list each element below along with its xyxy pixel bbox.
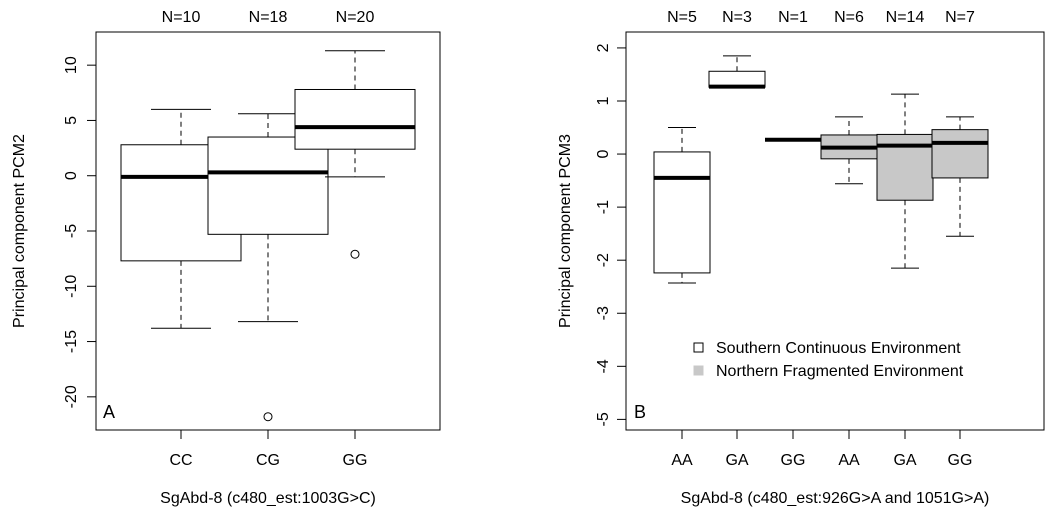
count-label: N=7 (945, 9, 975, 26)
box (931, 129, 989, 179)
count-label: N=5 (667, 9, 697, 26)
panel-b: Principal component PCM3 SgAbd-8 (c480_e… (557, 9, 1045, 507)
y-tick-label: -1 (595, 200, 612, 214)
y-axis-label: Principal component PCM3 (557, 134, 574, 328)
x-tick-label: CC (169, 452, 192, 469)
x-tick-label: AA (671, 452, 693, 469)
legend-swatch-northern (693, 365, 704, 376)
box (207, 136, 329, 235)
y-tick-label: -5 (595, 412, 612, 426)
count-label: N=18 (249, 9, 288, 26)
panel-a: Principal component PCM2 SgAbd-8 (c480_e… (11, 9, 441, 507)
y-tick-label: -3 (595, 306, 612, 320)
count-label: N=10 (162, 9, 201, 26)
legend: Southern Continuous Environment Northern… (693, 340, 964, 380)
legend-label-northern: Northern Fragmented Environment (716, 363, 964, 380)
panel-label: B (634, 402, 646, 422)
y-tick-label: -20 (63, 385, 80, 408)
x-tick-label: GG (781, 452, 806, 469)
y-axis-label: Principal component PCM2 (11, 134, 28, 328)
x-tick-label: GG (948, 452, 973, 469)
count-label: N=6 (834, 9, 864, 26)
y-tick-label: 0 (595, 150, 612, 159)
count-label: N=14 (886, 9, 925, 26)
legend-label-southern: Southern Continuous Environment (716, 340, 961, 357)
y-tick-label: 0 (63, 171, 80, 180)
count-label: N=20 (336, 9, 375, 26)
y-tick-label: -4 (595, 359, 612, 373)
y-tick-label: -10 (63, 275, 80, 298)
y-tick-label: 1 (595, 96, 612, 105)
plot-frame (625, 31, 1045, 431)
x-tick-label: AA (838, 452, 860, 469)
y-tick-label: 5 (63, 116, 80, 125)
y-tick-label: 10 (63, 56, 80, 74)
y-tick-label: -2 (595, 253, 612, 267)
count-label: N=1 (778, 9, 808, 26)
legend-swatch-southern (693, 342, 704, 353)
x-axis-label: SgAbd-8 (c480_est:926G>A and 1051G>A) (681, 490, 990, 507)
x-tick-label: GG (343, 452, 368, 469)
x-tick-label: GA (893, 452, 916, 469)
outlier-point (263, 412, 273, 422)
panel-label: A (103, 402, 115, 422)
outlier-point (350, 249, 360, 259)
box (294, 88, 416, 150)
y-tick-label: 2 (595, 43, 612, 52)
x-tick-label: GA (725, 452, 748, 469)
count-label: N=3 (722, 9, 752, 26)
x-tick-label: CG (256, 452, 280, 469)
box (653, 151, 711, 274)
y-tick-label: -5 (63, 224, 80, 238)
x-axis-label: SgAbd-8 (c480_est:1003G>C) (160, 490, 376, 507)
y-tick-label: -15 (63, 330, 80, 353)
